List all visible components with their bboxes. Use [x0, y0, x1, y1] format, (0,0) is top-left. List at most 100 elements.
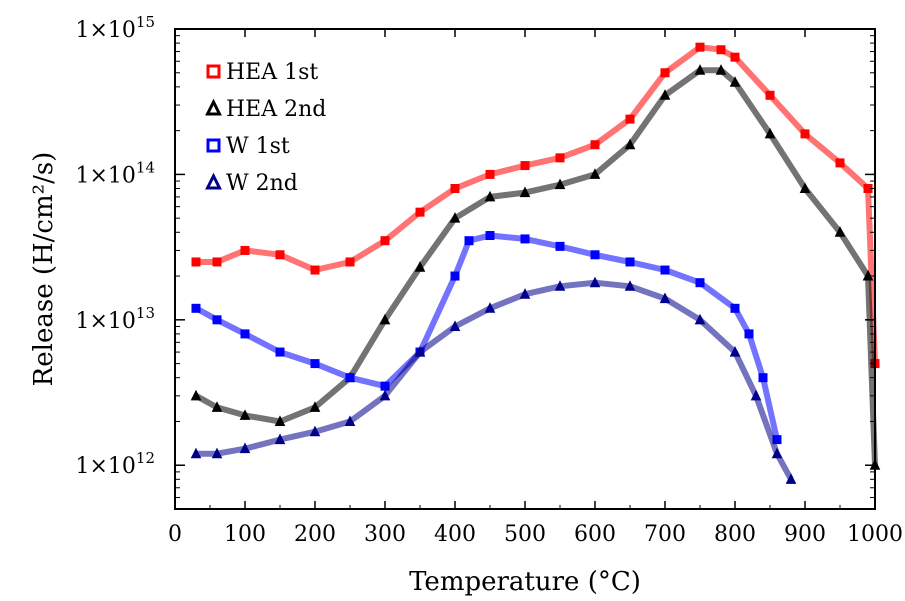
- data-point: [520, 234, 530, 244]
- data-point: [590, 250, 600, 260]
- data-point: [485, 169, 495, 179]
- data-point: [240, 329, 250, 339]
- data-point: [275, 347, 285, 357]
- series-trend-line: [194, 232, 780, 441]
- y-axis-label: Release (H/cm²/s): [29, 152, 59, 387]
- data-point: [590, 140, 600, 150]
- legend-item: HEA 2nd: [205, 97, 326, 122]
- data-point: [379, 313, 391, 325]
- data-point: [415, 207, 425, 217]
- data-point: [190, 389, 202, 401]
- data-point: [659, 89, 671, 100]
- legend-label: W 1st: [226, 134, 290, 159]
- data-point: [624, 280, 636, 291]
- x-tick-label: 400: [434, 522, 476, 547]
- data-point: [450, 271, 460, 281]
- y-tick-label: 1×1014: [75, 158, 155, 188]
- data-point: [730, 52, 740, 62]
- data-point: [695, 42, 705, 52]
- y-tick-exp: 12: [136, 449, 155, 467]
- y-tick-base: 1×10: [75, 163, 135, 188]
- y-tick-base: 1×10: [75, 454, 135, 479]
- data-point: [555, 241, 565, 251]
- data-point: [239, 409, 251, 420]
- data-point: [729, 345, 741, 357]
- data-point: [589, 276, 601, 288]
- data-point: [414, 261, 426, 272]
- data-point: [414, 345, 426, 357]
- data-point: [211, 447, 223, 459]
- y-tick-base: 1×10: [75, 309, 135, 334]
- x-tick-label: 100: [224, 522, 266, 547]
- data-point: [190, 447, 202, 459]
- data-point: [309, 401, 321, 412]
- x-tick-label: 1000: [847, 522, 903, 547]
- data-point: [520, 161, 530, 171]
- data-point: [212, 257, 222, 267]
- y-tick-exp: 13: [136, 304, 155, 322]
- data-point: [239, 442, 251, 454]
- series-trend-line: [194, 67, 878, 466]
- data-point: [344, 415, 356, 426]
- data-point: [555, 153, 565, 163]
- data-point: [191, 303, 201, 313]
- x-tick-label: 500: [504, 522, 546, 547]
- data-point: [274, 415, 286, 426]
- x-tick-label: 800: [714, 522, 756, 547]
- data-point: [800, 129, 810, 139]
- data-point: [191, 257, 201, 267]
- legend: HEA 1st HEA 2nd W 1st W 2nd: [205, 60, 326, 196]
- data-point: [771, 447, 783, 459]
- y-tick-exp: 14: [136, 158, 155, 176]
- data-point: [240, 245, 250, 255]
- data-point: [449, 320, 461, 331]
- legend-item: W 1st: [206, 134, 290, 159]
- y-tick-label: 1×1013: [75, 304, 155, 334]
- data-point: [744, 329, 754, 339]
- data-point: [212, 315, 222, 325]
- legend-item: HEA 1st: [206, 60, 318, 85]
- data-point: [695, 278, 705, 288]
- data-point: [660, 68, 670, 78]
- x-axis-label: Temperature (°C): [409, 567, 641, 597]
- data-point: [345, 373, 355, 383]
- data-point: [519, 186, 531, 198]
- data-point: [625, 257, 635, 267]
- data-point: [835, 158, 845, 168]
- y-tick-exp: 15: [136, 13, 155, 31]
- legend-item: W 2nd: [205, 171, 298, 196]
- data-point: [380, 236, 390, 246]
- data-point: [464, 236, 474, 246]
- x-tick-label: 600: [574, 522, 616, 547]
- legend-label: HEA 1st: [226, 60, 318, 85]
- data-point: [750, 389, 762, 401]
- data-point: [730, 303, 740, 313]
- series-2: [191, 231, 782, 445]
- legend-triangle-marker: [205, 98, 222, 116]
- data-point: [764, 127, 776, 139]
- legend-triangle-marker: [205, 172, 222, 190]
- data-point: [715, 64, 727, 75]
- data-point: [310, 359, 320, 369]
- data-point: [310, 265, 320, 275]
- data-point: [659, 292, 671, 304]
- data-point: [274, 433, 286, 445]
- data-point: [484, 302, 496, 313]
- data-point: [450, 184, 460, 194]
- data-point: [758, 373, 768, 383]
- legend-square-marker: [206, 64, 221, 79]
- data-point: [694, 64, 706, 75]
- data-point: [485, 231, 495, 241]
- x-tick-label: 0: [168, 522, 182, 547]
- data-point: [211, 401, 223, 412]
- series-trend-line: [196, 279, 794, 481]
- y-tick-base: 1×10: [75, 18, 135, 43]
- x-tick-label: 700: [644, 522, 686, 547]
- legend-square-marker: [206, 138, 221, 153]
- data-point: [785, 473, 797, 484]
- data-point: [799, 182, 811, 194]
- data-point: [519, 288, 531, 299]
- data-point: [275, 250, 285, 260]
- series-0: [191, 42, 880, 369]
